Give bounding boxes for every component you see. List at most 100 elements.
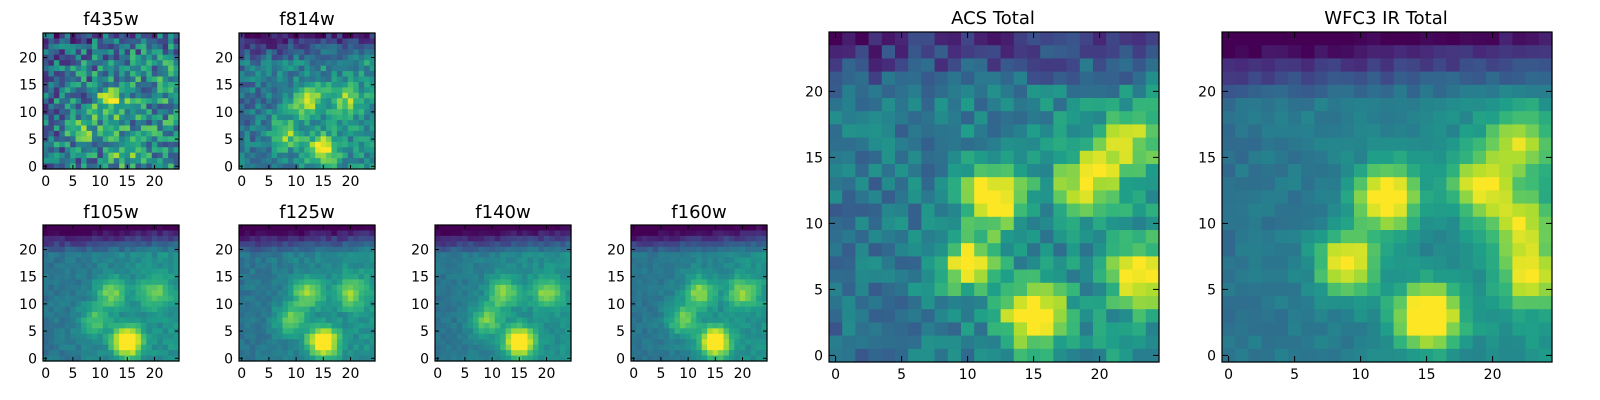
heatmap-cell <box>369 141 376 148</box>
heatmap-cell <box>756 225 763 232</box>
heatmap-cell <box>249 235 256 242</box>
heatmap-cell <box>734 290 741 297</box>
heatmap-cell <box>1288 216 1302 231</box>
heatmap-cell <box>239 263 246 270</box>
heatmap-cell <box>679 328 686 335</box>
heatmap-cell <box>855 137 870 152</box>
heatmap-cell <box>157 76 164 83</box>
heatmap-cell <box>102 60 109 67</box>
heatmap-cell <box>658 263 665 270</box>
heatmap-cell <box>718 350 725 357</box>
heatmap-cell <box>48 38 55 45</box>
heatmap-cell <box>364 230 371 237</box>
heatmap-cell <box>565 350 572 357</box>
heatmap-cell <box>895 256 909 271</box>
heatmap-cell <box>358 147 365 154</box>
heatmap-cell <box>293 60 300 67</box>
heatmap-cell <box>43 130 50 137</box>
heatmap-cell <box>435 257 442 264</box>
heatmap-cell <box>304 109 311 116</box>
heatmap-cell <box>1066 84 1081 99</box>
heatmap-cell <box>287 81 294 88</box>
heatmap-cell <box>331 54 338 61</box>
heatmap-cell <box>1027 243 1041 257</box>
heatmap-cell <box>353 60 360 67</box>
heatmap-cell <box>358 284 365 291</box>
heatmap-cell <box>315 279 322 286</box>
heatmap-cell <box>102 295 109 302</box>
heatmap-cell <box>734 235 741 242</box>
heatmap-cell <box>293 136 300 143</box>
heatmap-cell <box>1274 164 1289 178</box>
heatmap-cell <box>1420 177 1434 191</box>
heatmap-cell <box>631 290 638 297</box>
heatmap-cell <box>244 301 251 308</box>
heatmap-cell <box>70 279 77 286</box>
heatmap-cell <box>690 301 697 308</box>
heatmap-cell <box>1066 164 1081 178</box>
heatmap-cell <box>358 301 365 308</box>
heatmap-cell <box>1525 111 1540 125</box>
heatmap-cell <box>315 76 322 83</box>
heatmap-cell <box>91 76 98 83</box>
heatmap-cell <box>135 60 142 67</box>
heatmap-cell <box>532 339 539 346</box>
heatmap-cell <box>244 136 251 143</box>
heatmap-cell <box>353 141 360 148</box>
heatmap-cell <box>947 111 962 125</box>
heatmap-cell <box>1472 124 1487 139</box>
heatmap-cell <box>467 333 474 340</box>
heatmap-cell <box>119 103 126 110</box>
heatmap-cell <box>287 87 294 94</box>
heatmap-cell <box>86 312 93 319</box>
heatmap-cell <box>674 230 681 237</box>
heatmap-cell <box>140 306 147 313</box>
heatmap-cell <box>102 252 109 259</box>
heatmap-cell <box>135 33 142 40</box>
heatmap-cell <box>895 230 909 244</box>
heatmap-cell <box>707 290 714 297</box>
heatmap-cell <box>690 322 697 329</box>
heatmap-cell <box>151 158 158 165</box>
heatmap-cell <box>59 76 66 83</box>
heatmap-cell <box>669 317 676 324</box>
heatmap-cell <box>135 344 142 351</box>
heatmap-cell <box>320 252 327 259</box>
heatmap-cell <box>266 147 273 154</box>
heatmap-cell <box>260 120 267 127</box>
heatmap-cell <box>320 152 327 159</box>
heatmap-cell <box>516 339 523 346</box>
heatmap-cell <box>239 38 246 45</box>
heatmap-cell <box>745 263 752 270</box>
heatmap-cell <box>43 98 50 105</box>
heatmap-cell <box>255 152 262 159</box>
heatmap-cell <box>908 98 922 112</box>
heatmap-cell <box>855 348 870 363</box>
heatmap-cell <box>336 344 343 351</box>
heatmap-cell <box>961 164 975 178</box>
heatmap-cell <box>723 344 730 351</box>
heatmap-cell <box>674 225 681 232</box>
heatmap-cell <box>298 76 305 83</box>
heatmap-cell <box>146 273 153 280</box>
heatmap-cell <box>91 38 98 45</box>
heatmap-cell <box>124 109 131 116</box>
heatmap-cell <box>538 268 545 275</box>
heatmap-cell <box>130 273 137 280</box>
heatmap-cell <box>162 65 169 72</box>
heatmap-cell <box>168 225 175 232</box>
heatmap-cell <box>277 279 284 286</box>
heatmap-cell <box>451 333 458 340</box>
heatmap-cell <box>173 49 180 56</box>
heatmap-cell <box>369 33 376 40</box>
heatmap-cell <box>162 257 169 264</box>
heatmap-cell <box>734 225 741 232</box>
heatmap-cell <box>511 344 518 351</box>
heatmap-cell <box>277 65 284 72</box>
heatmap-cell <box>75 355 82 362</box>
heatmap-cell <box>679 355 686 362</box>
heatmap-cell <box>358 92 365 99</box>
heatmap-cell <box>947 150 962 165</box>
heatmap-cell <box>277 38 284 45</box>
